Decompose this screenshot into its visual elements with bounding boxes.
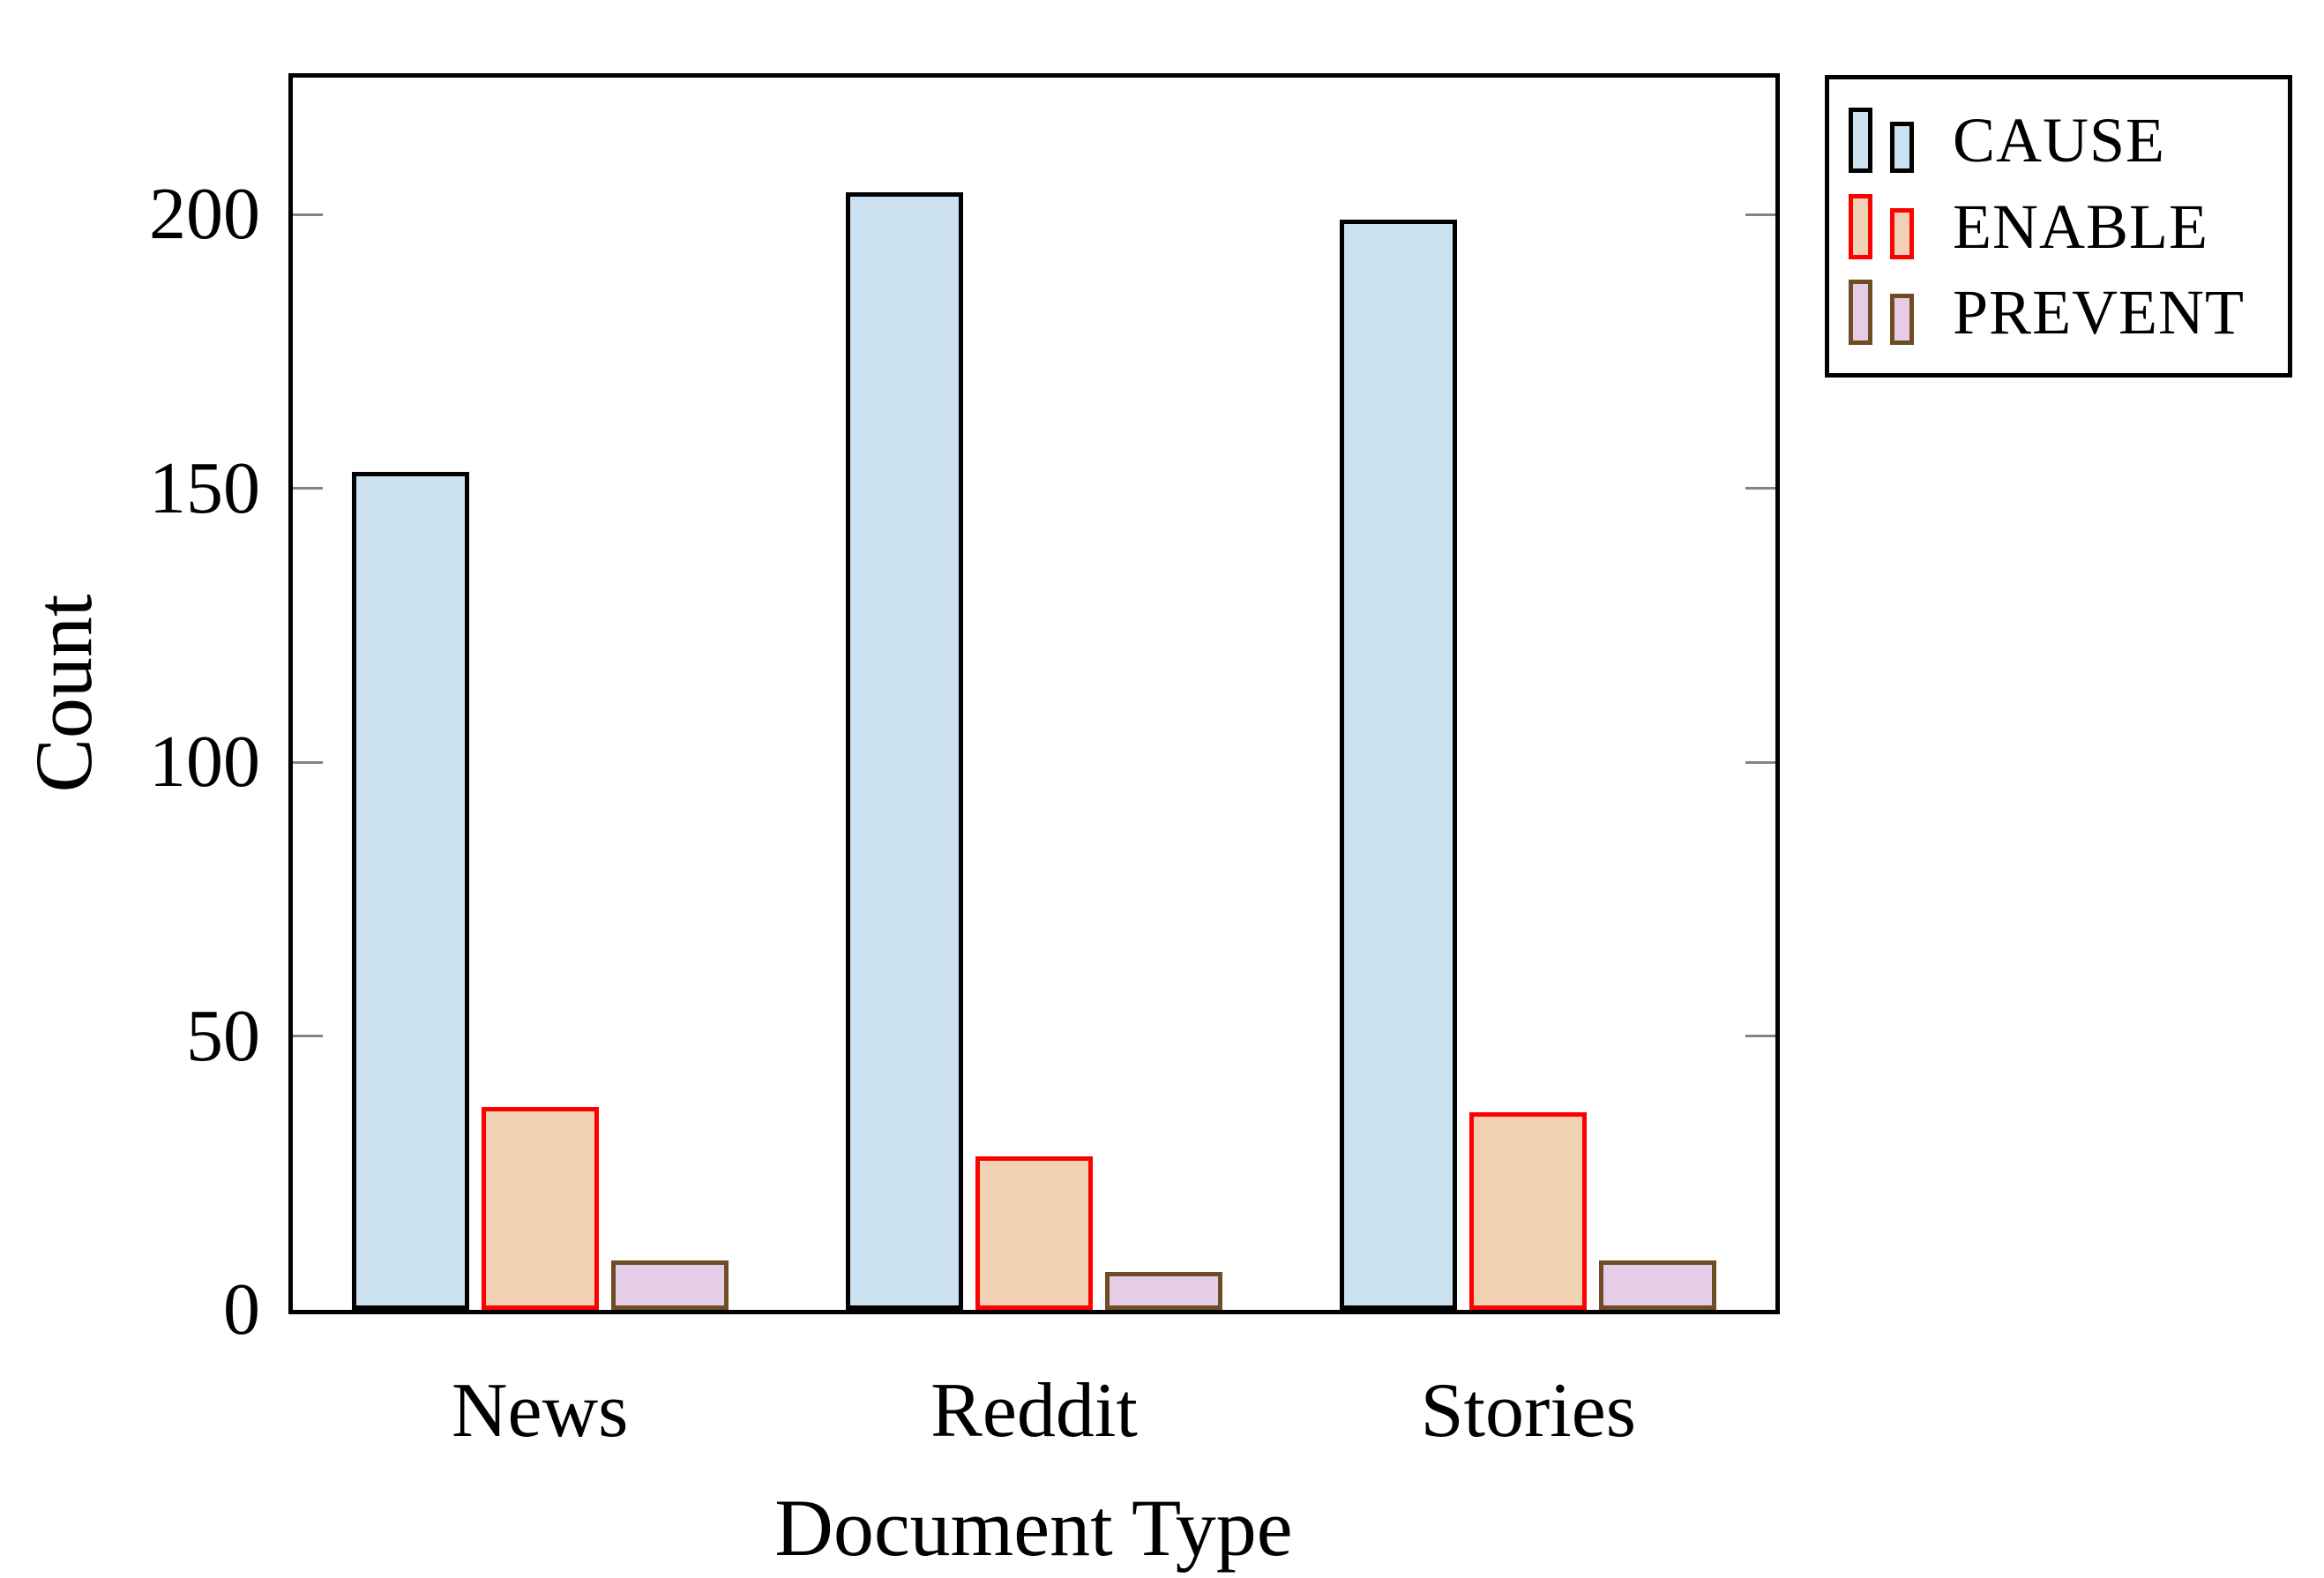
y-tick-mark-right-150: [1745, 487, 1775, 490]
bar-cause-news: [351, 472, 469, 1310]
y-tick-label-0: 0: [223, 1268, 260, 1350]
legend-label-enable: ENABLE: [1953, 191, 2208, 262]
y-axis-tick-labels: 0 50 100 150 200: [0, 78, 260, 1347]
bar-prevent-reddit: [1105, 1271, 1222, 1310]
legend-swatch-prevent-icon: [1849, 280, 1933, 346]
legend-bar-tall: [1849, 107, 1872, 173]
bar-cause-reddit: [846, 192, 963, 1310]
bar-enable-news: [481, 1107, 599, 1310]
y-axis-title: Count: [19, 594, 108, 793]
category-label-news: News: [451, 1368, 629, 1454]
bar-enable-reddit: [975, 1156, 1093, 1310]
legend-label-prevent: PREVENT: [1953, 277, 2245, 348]
x-axis-category-labels: News Reddit Stories: [293, 1363, 1775, 1460]
y-tick-mark-right-100: [1745, 760, 1775, 764]
legend-entry-prevent: PREVENT: [1849, 277, 2279, 348]
plot-canvas: [293, 78, 1775, 1310]
legend-bar-short: [1890, 207, 1914, 259]
y-tick-label-100: 100: [149, 721, 260, 804]
y-tick-label-200: 200: [149, 173, 260, 256]
y-tick-label-150: 150: [149, 446, 260, 529]
legend-swatch-enable-icon: [1849, 193, 1933, 259]
legend-bar-short: [1890, 294, 1914, 346]
y-tick-mark-left-50: [293, 1035, 323, 1038]
bar-enable-stories: [1469, 1112, 1588, 1310]
category-label-stories: Stories: [1420, 1368, 1637, 1454]
bar-cause-stories: [1340, 220, 1458, 1310]
y-tick-mark-left-200: [293, 213, 323, 216]
y-tick-mark-right-200: [1745, 213, 1775, 216]
y-tick-mark-left-150: [293, 487, 323, 490]
legend-label-cause: CAUSE: [1953, 104, 2166, 176]
legend-bar-short: [1890, 121, 1914, 173]
y-tick-mark-left-100: [293, 760, 323, 764]
legend-entry-enable: ENABLE: [1849, 191, 2279, 262]
legend-bar-tall: [1849, 193, 1872, 259]
legend-entry-cause: CAUSE: [1849, 104, 2279, 176]
legend-bar-tall: [1849, 280, 1872, 346]
bar-prevent-stories: [1599, 1260, 1717, 1310]
y-tick-mark-right-50: [1745, 1035, 1775, 1038]
y-tick-label-50: 50: [186, 994, 260, 1077]
legend-swatch-cause-icon: [1849, 107, 1933, 173]
x-axis-title: Document Type: [774, 1483, 1293, 1573]
bar-prevent-news: [610, 1260, 729, 1310]
legend: CAUSE ENABLE PREVENT: [1825, 75, 2292, 378]
plot-area: [288, 73, 1780, 1314]
category-label-reddit: Reddit: [930, 1368, 1138, 1454]
